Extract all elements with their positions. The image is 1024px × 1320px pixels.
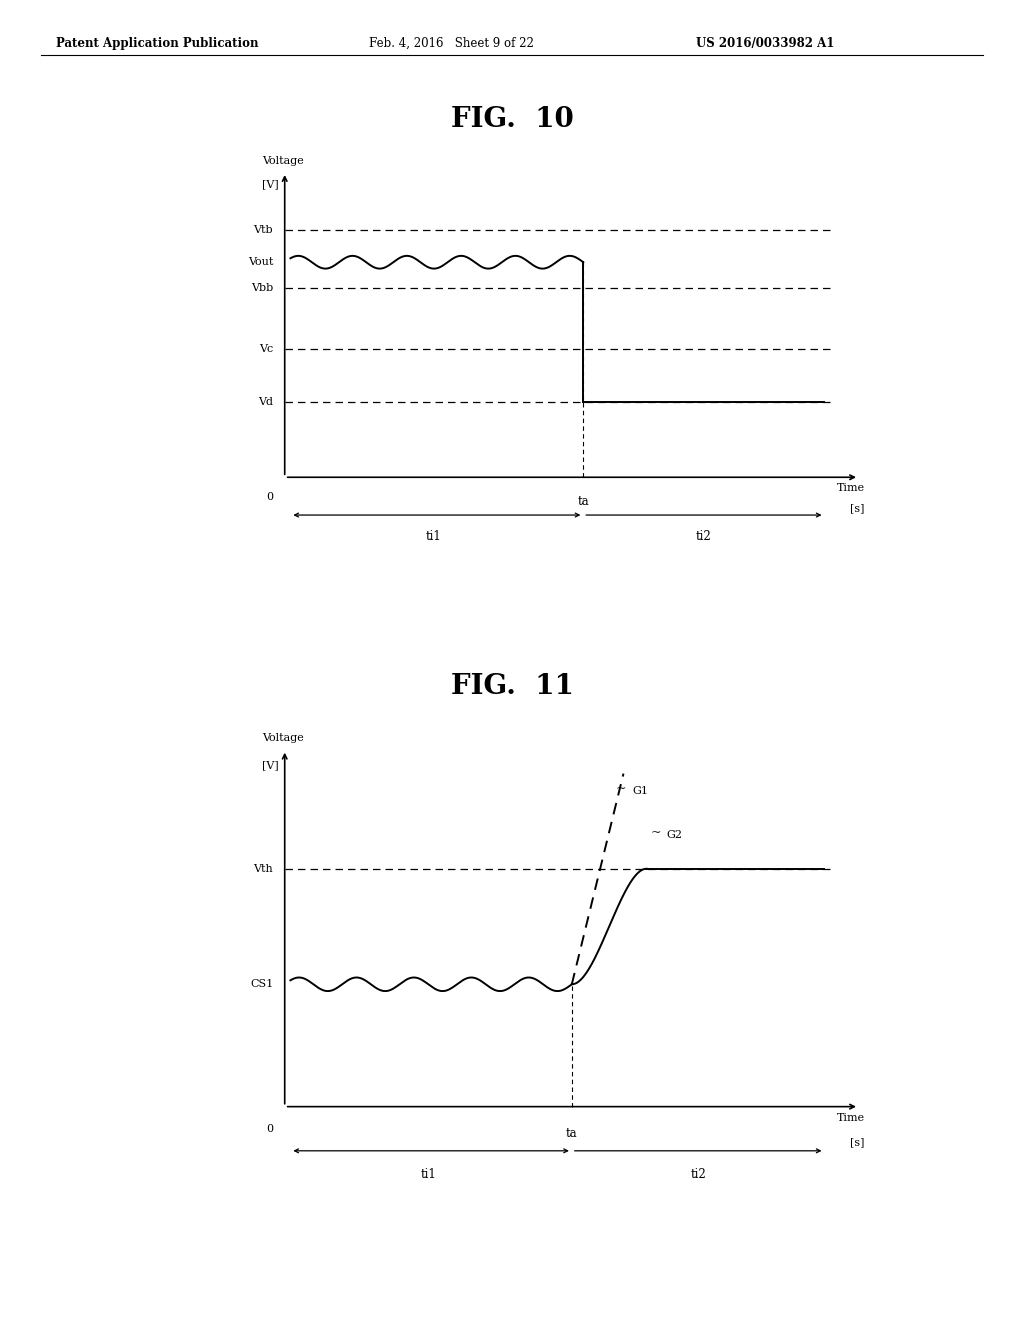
Text: ~: ~ bbox=[650, 826, 660, 840]
Text: CS1: CS1 bbox=[250, 979, 273, 989]
Text: Time: Time bbox=[837, 1114, 864, 1123]
Text: [s]: [s] bbox=[850, 1138, 864, 1147]
Text: Voltage: Voltage bbox=[262, 156, 303, 166]
Text: ta: ta bbox=[578, 495, 589, 508]
Text: Vout: Vout bbox=[248, 257, 273, 267]
Text: [s]: [s] bbox=[850, 503, 864, 513]
Text: ti2: ti2 bbox=[696, 529, 712, 543]
Text: ti1: ti1 bbox=[421, 1168, 436, 1181]
Text: Vd: Vd bbox=[258, 397, 273, 407]
Text: Vtb: Vtb bbox=[254, 226, 273, 235]
Text: G1: G1 bbox=[632, 785, 648, 796]
Text: ~: ~ bbox=[615, 783, 627, 796]
Text: [V]: [V] bbox=[262, 760, 279, 770]
Text: G2: G2 bbox=[667, 830, 683, 840]
Text: Feb. 4, 2016   Sheet 9 of 22: Feb. 4, 2016 Sheet 9 of 22 bbox=[369, 37, 534, 50]
Text: Vc: Vc bbox=[259, 345, 273, 354]
Text: FIG.  11: FIG. 11 bbox=[451, 673, 573, 700]
Text: Patent Application Publication: Patent Application Publication bbox=[56, 37, 259, 50]
Text: FIG.  10: FIG. 10 bbox=[451, 106, 573, 132]
Text: 0: 0 bbox=[266, 492, 273, 502]
Text: [V]: [V] bbox=[262, 180, 279, 190]
Text: Vth: Vth bbox=[254, 863, 273, 874]
Text: Vbb: Vbb bbox=[251, 284, 273, 293]
Text: Voltage: Voltage bbox=[262, 733, 303, 743]
Text: ti2: ti2 bbox=[690, 1168, 706, 1181]
Text: 0: 0 bbox=[266, 1123, 273, 1134]
Text: ti1: ti1 bbox=[426, 529, 442, 543]
Text: US 2016/0033982 A1: US 2016/0033982 A1 bbox=[696, 37, 835, 50]
Text: ta: ta bbox=[566, 1127, 578, 1140]
Text: Time: Time bbox=[837, 483, 864, 494]
